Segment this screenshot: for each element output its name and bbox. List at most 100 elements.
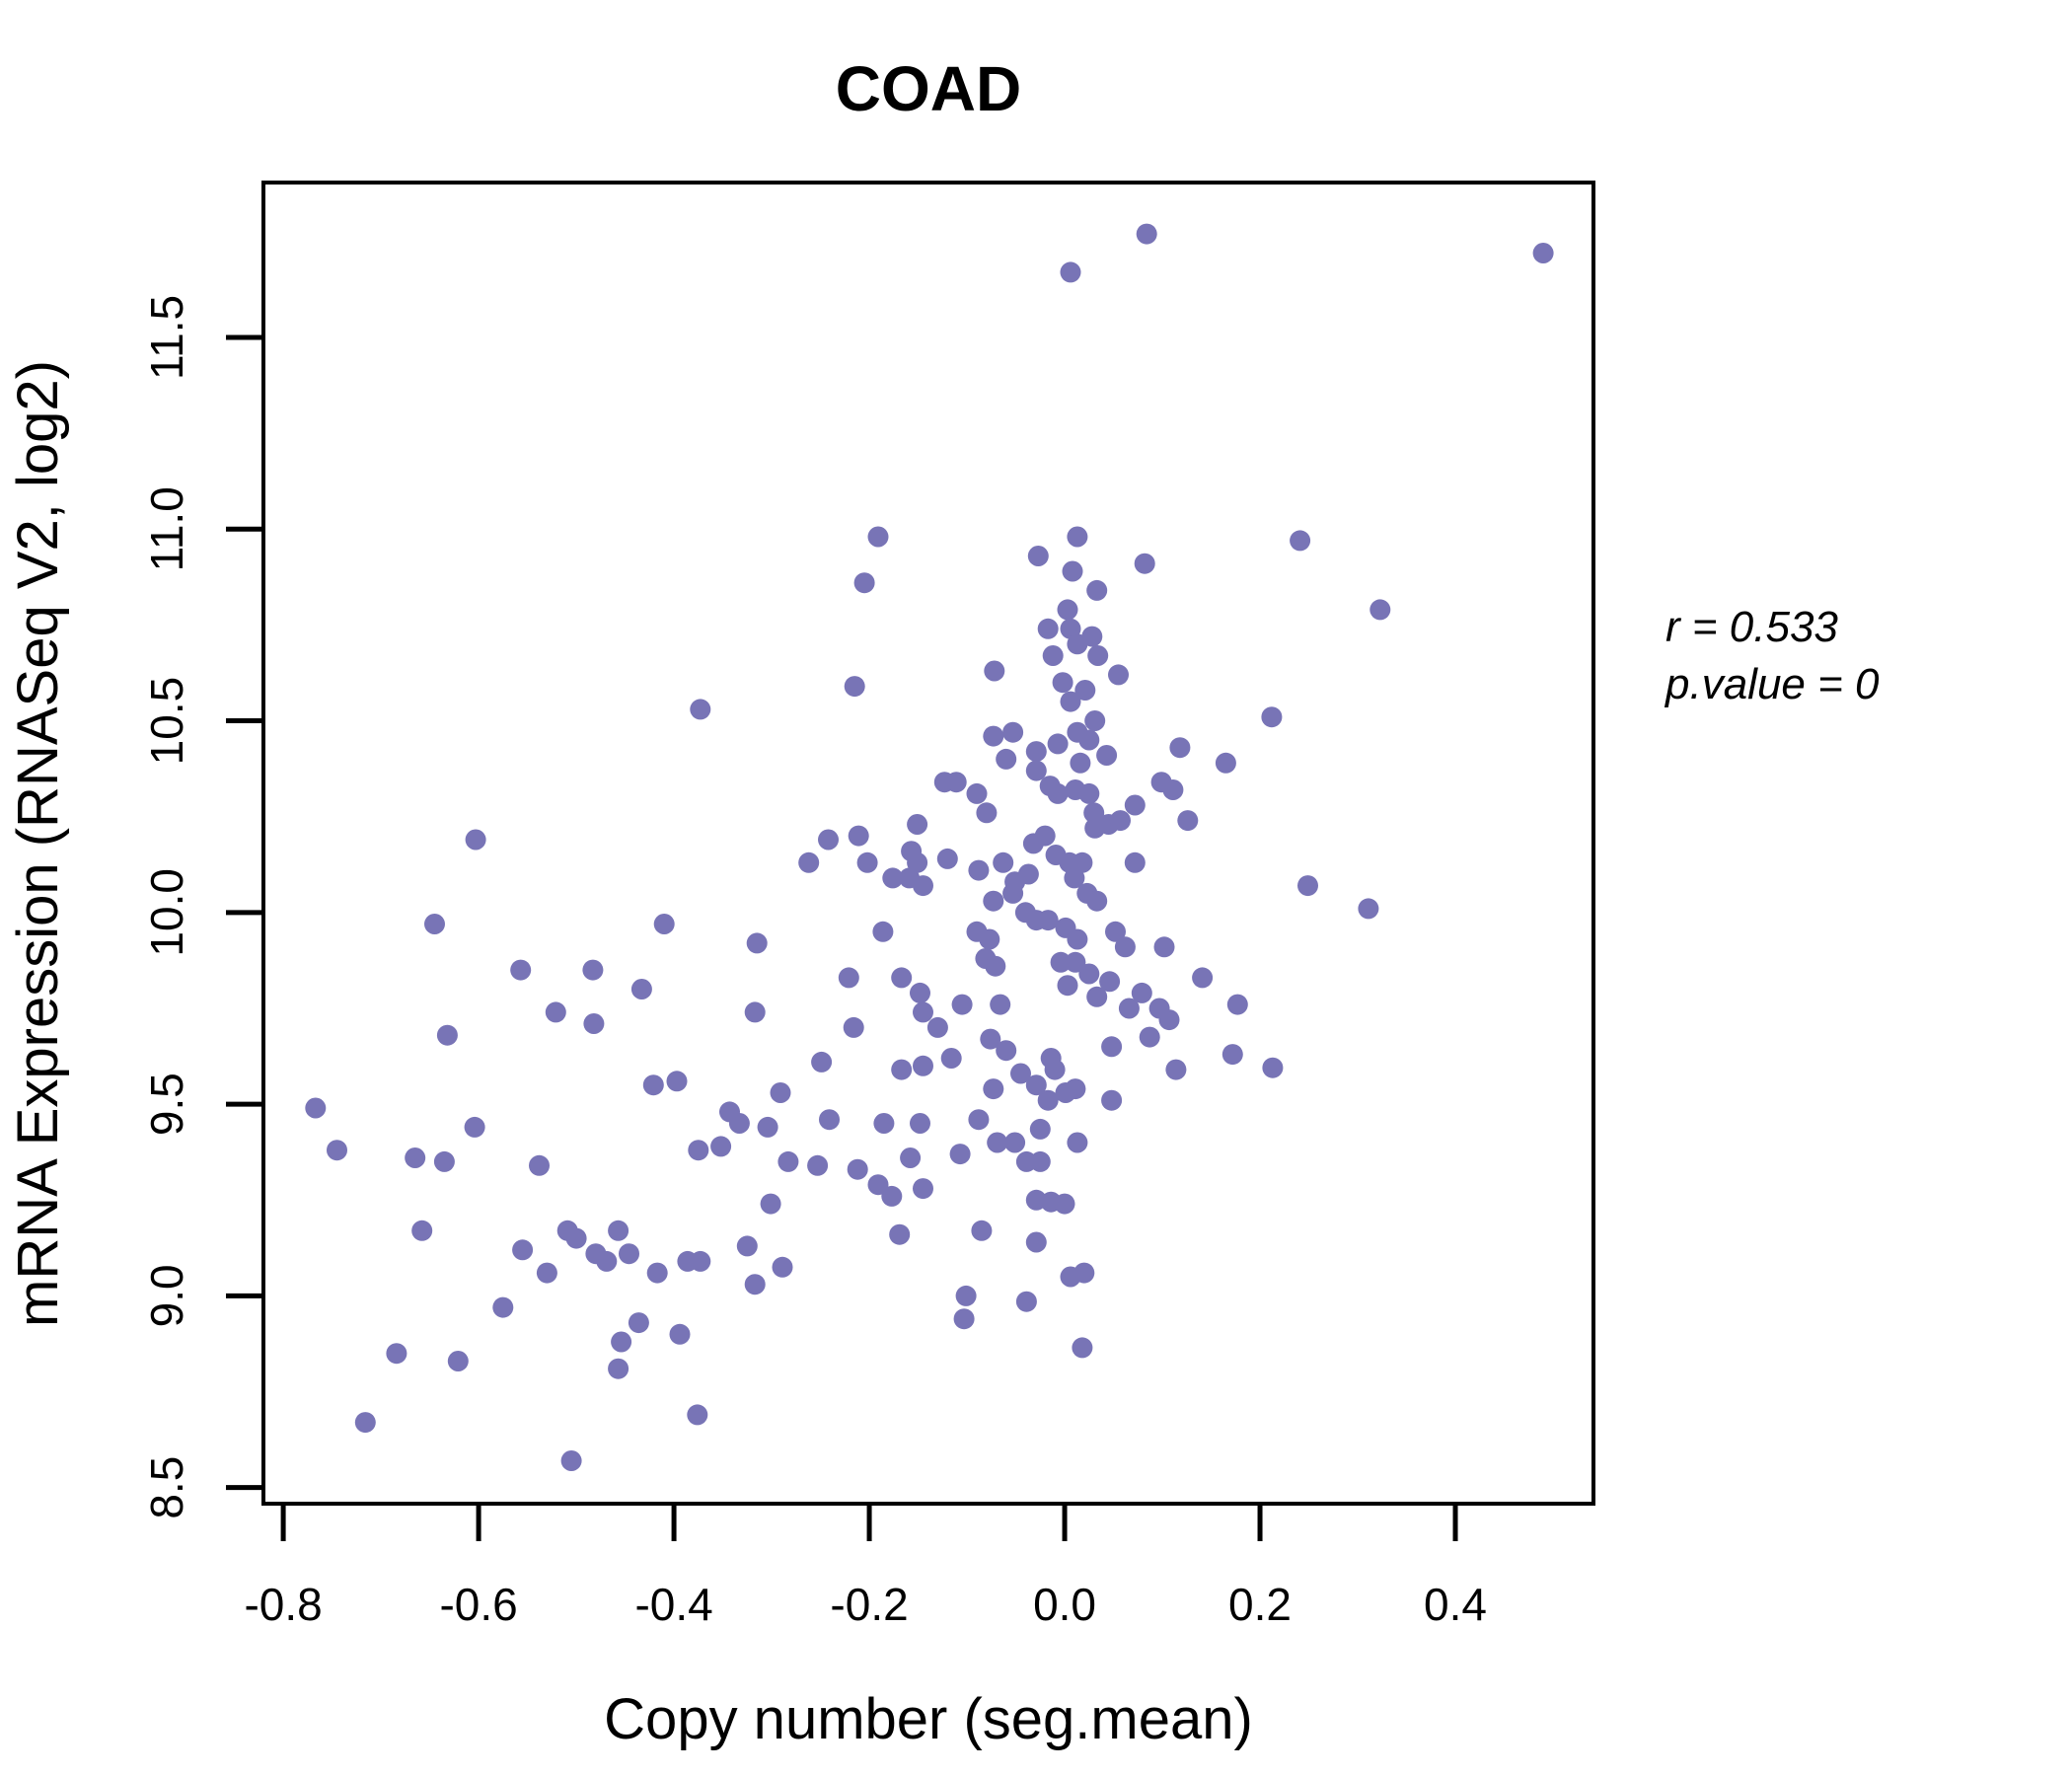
data-point xyxy=(1101,1036,1123,1058)
data-point xyxy=(889,1223,911,1245)
data-point xyxy=(907,814,928,835)
data-point xyxy=(951,994,973,1015)
data-point xyxy=(1060,261,1081,283)
data-point xyxy=(910,982,930,1003)
data-point xyxy=(687,1404,708,1426)
data-point xyxy=(1042,645,1064,666)
x-axis-tick-label: 0.2 xyxy=(1228,1579,1292,1630)
data-point xyxy=(1165,1059,1187,1080)
x-axis-tick-label: -0.8 xyxy=(244,1579,322,1630)
data-point xyxy=(424,914,445,934)
data-point xyxy=(1064,867,1085,889)
data-point xyxy=(582,959,604,981)
data-point xyxy=(1044,1059,1066,1080)
data-point xyxy=(1078,782,1100,804)
plot-box xyxy=(261,181,1595,1506)
data-point xyxy=(1025,1074,1047,1096)
data-point xyxy=(1114,936,1136,958)
axis-ticks-layer: -0.8 -0.6 -0.4 -0.2 0.0 0.2 0.4 8.5 9.0 9.5 10.0 10… xyxy=(141,295,1487,1630)
data-point xyxy=(1110,810,1131,832)
data-point xyxy=(1083,802,1105,824)
data-point xyxy=(1029,1118,1051,1140)
data-point xyxy=(873,1113,895,1134)
data-point xyxy=(1081,626,1103,647)
data-point xyxy=(1002,721,1024,743)
data-point xyxy=(838,967,859,989)
data-point xyxy=(996,1040,1017,1062)
data-point xyxy=(565,1227,587,1249)
data-point xyxy=(847,1158,868,1180)
data-point xyxy=(926,1016,948,1038)
data-point xyxy=(798,851,820,873)
data-point xyxy=(1052,672,1073,694)
data-point xyxy=(354,1412,376,1434)
data-point xyxy=(447,1351,469,1371)
data-point xyxy=(945,772,967,793)
data-point xyxy=(881,1185,903,1207)
data-point xyxy=(1074,680,1096,701)
data-point xyxy=(1025,741,1047,763)
data-point xyxy=(900,1147,922,1168)
data-point xyxy=(744,1274,766,1295)
data-point xyxy=(1297,875,1318,897)
data-point xyxy=(608,1358,629,1379)
data-point xyxy=(1029,1150,1051,1172)
data-point xyxy=(818,829,839,851)
data-point xyxy=(955,1285,977,1306)
data-point xyxy=(1025,1231,1047,1253)
data-point xyxy=(1025,760,1047,781)
data-point xyxy=(1065,951,1086,973)
data-point xyxy=(1070,752,1091,774)
data-point xyxy=(746,932,768,954)
y-axis-tick-label: 11.5 xyxy=(141,295,192,380)
data-point xyxy=(1073,1262,1095,1284)
y-axis-tick-label: 10.0 xyxy=(141,868,192,957)
data-point xyxy=(1078,963,1100,985)
data-point xyxy=(940,1048,962,1069)
data-point xyxy=(560,1450,582,1471)
data-point xyxy=(1177,810,1199,832)
data-point xyxy=(405,1147,426,1168)
data-point xyxy=(512,1239,534,1261)
data-point xyxy=(907,851,928,873)
data-point xyxy=(1086,986,1108,1007)
data-point xyxy=(608,1220,629,1241)
data-point xyxy=(1215,752,1236,774)
data-point xyxy=(596,1250,618,1272)
data-point xyxy=(411,1220,433,1241)
data-point xyxy=(545,1001,566,1023)
data-point xyxy=(690,699,711,720)
data-point xyxy=(653,914,675,934)
data-point xyxy=(690,1250,711,1272)
data-point xyxy=(1108,664,1129,686)
data-point xyxy=(688,1140,709,1161)
data-point xyxy=(1017,863,1039,885)
data-point xyxy=(436,1024,458,1046)
data-point xyxy=(843,1016,864,1038)
data-point xyxy=(1027,546,1049,566)
data-point xyxy=(1134,553,1155,574)
data-point xyxy=(1099,971,1121,993)
data-point xyxy=(1158,1009,1180,1031)
data-point xyxy=(770,1082,791,1103)
data-point xyxy=(971,1220,993,1241)
data-point xyxy=(669,1323,691,1345)
x-axis-tick-label: 0.4 xyxy=(1424,1579,1487,1630)
data-point xyxy=(1124,794,1146,816)
data-point xyxy=(1101,1089,1123,1111)
data-point xyxy=(1060,691,1081,712)
data-point xyxy=(646,1262,668,1284)
data-point xyxy=(968,1109,990,1131)
data-point xyxy=(979,928,1000,950)
data-point xyxy=(872,921,894,942)
data-point xyxy=(1004,1132,1026,1153)
data-point xyxy=(1057,975,1078,997)
x-axis-tick-label: -0.4 xyxy=(634,1579,712,1630)
y-axis-tick-label: 9.5 xyxy=(141,1073,192,1136)
data-point xyxy=(744,1001,766,1023)
y-axis-tick-label: 10.5 xyxy=(141,677,192,766)
data-point xyxy=(1086,890,1108,912)
data-point xyxy=(1086,579,1108,601)
